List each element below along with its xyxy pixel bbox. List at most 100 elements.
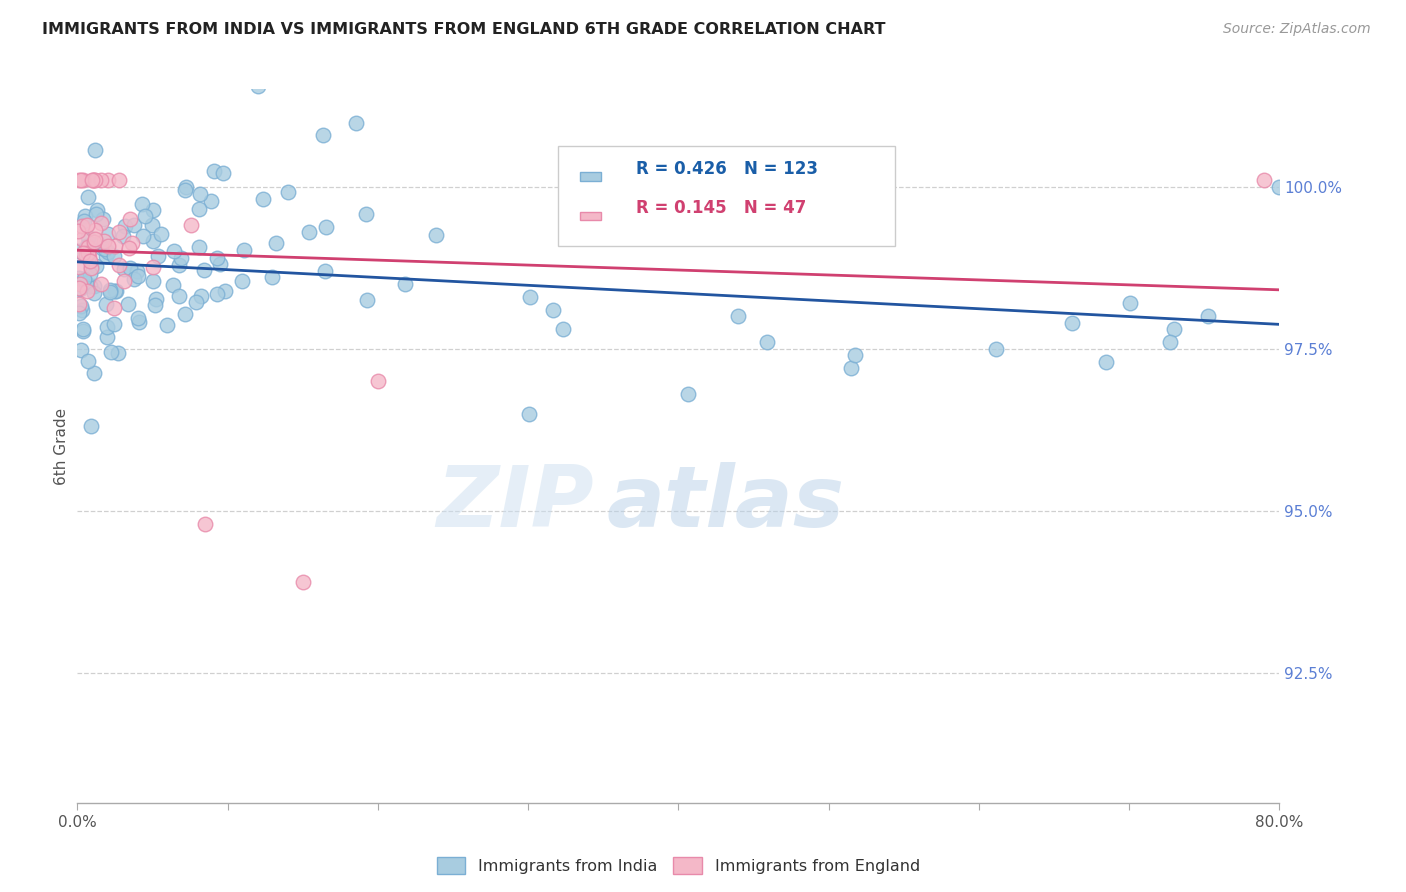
Point — [312, 128, 335, 143]
Point — [80, 173, 103, 187]
Point — [90, 216, 112, 230]
Point — [150, 227, 173, 241]
Text: atlas: atlas — [606, 461, 845, 545]
Point — [114, 219, 136, 233]
Point — [72, 302, 94, 317]
Point — [1253, 173, 1275, 187]
Point — [298, 225, 321, 239]
Point — [77, 249, 100, 263]
Point — [174, 307, 197, 321]
Point — [67, 271, 90, 285]
Point — [80, 260, 103, 275]
Point — [76, 218, 98, 232]
Point — [212, 166, 235, 180]
Point — [131, 197, 153, 211]
Point — [246, 78, 269, 93]
Point — [69, 173, 91, 187]
Point — [98, 283, 121, 297]
Point — [105, 284, 128, 298]
Point — [84, 143, 107, 157]
Point — [200, 194, 222, 208]
Point — [841, 361, 863, 376]
Point — [97, 173, 120, 187]
Point — [75, 248, 97, 262]
Point — [84, 232, 107, 246]
Point — [425, 227, 447, 242]
Point — [83, 173, 105, 187]
Point — [76, 239, 98, 253]
Point — [202, 164, 225, 178]
Point — [112, 228, 135, 243]
Point — [142, 273, 165, 287]
Point — [70, 299, 93, 313]
Point — [97, 239, 120, 253]
Point — [76, 284, 98, 298]
Point — [122, 271, 145, 285]
Point — [84, 259, 107, 273]
Point — [519, 407, 541, 421]
Point — [104, 285, 127, 299]
Point — [118, 211, 141, 226]
Point — [519, 290, 541, 304]
Point — [67, 173, 90, 187]
Point — [103, 301, 125, 315]
Bar — [579, 211, 602, 219]
Text: R = 0.426   N = 123: R = 0.426 N = 123 — [637, 161, 818, 178]
Point — [73, 214, 96, 228]
Point — [72, 173, 94, 187]
Point — [156, 318, 179, 332]
Point — [1268, 179, 1291, 194]
Text: ZIP: ZIP — [437, 461, 595, 545]
Legend: Immigrants from India, Immigrants from England: Immigrants from India, Immigrants from E… — [430, 851, 927, 880]
Point — [145, 292, 167, 306]
Point — [1197, 310, 1219, 324]
Point — [314, 264, 336, 278]
Point — [75, 277, 97, 291]
Point — [121, 235, 143, 250]
Point — [174, 179, 197, 194]
Point — [214, 284, 236, 298]
Point — [69, 282, 91, 296]
Point — [1119, 296, 1142, 310]
Point — [354, 207, 377, 221]
Point — [79, 253, 101, 268]
Point — [1062, 316, 1084, 330]
Point — [344, 116, 367, 130]
Point — [104, 239, 127, 253]
Point — [112, 262, 135, 277]
Point — [93, 234, 115, 248]
Point — [73, 209, 96, 223]
Point — [93, 211, 115, 226]
Point — [205, 287, 228, 301]
Point — [91, 241, 114, 255]
Point — [93, 242, 115, 256]
Point — [90, 173, 112, 187]
Point — [77, 240, 100, 254]
Point — [98, 285, 121, 299]
Text: Source: ZipAtlas.com: Source: ZipAtlas.com — [1223, 22, 1371, 37]
Point — [67, 281, 90, 295]
Point — [134, 209, 156, 223]
Point — [70, 343, 93, 357]
Point — [76, 354, 98, 368]
Point — [103, 317, 125, 331]
Point — [986, 342, 1008, 356]
Point — [208, 257, 231, 271]
Point — [232, 243, 254, 257]
Point — [193, 263, 215, 277]
Point — [188, 187, 211, 202]
Point — [167, 258, 190, 272]
Point — [108, 173, 131, 187]
Point — [727, 310, 749, 324]
Point — [1159, 335, 1181, 350]
Point — [128, 315, 150, 329]
Point — [1095, 354, 1118, 368]
Point — [188, 202, 211, 216]
Point — [97, 227, 120, 241]
Point — [127, 311, 149, 326]
FancyBboxPatch shape — [558, 146, 894, 246]
Point — [167, 289, 190, 303]
Point — [142, 234, 165, 248]
Point — [69, 306, 91, 320]
Point — [163, 244, 186, 259]
